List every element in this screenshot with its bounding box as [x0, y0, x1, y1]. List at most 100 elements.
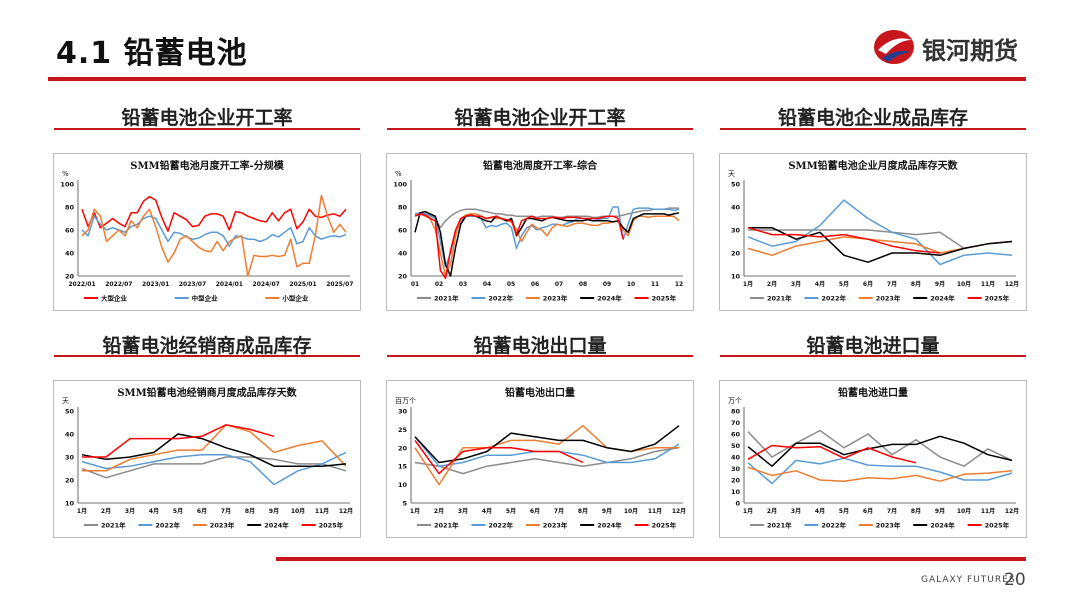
chart-title: 铅蓄电池周度开工率-综合 — [483, 159, 598, 172]
y-tick-label: 30 — [65, 454, 75, 462]
x-tick-label: 8月 — [578, 507, 588, 515]
x-tick-label: 3月 — [791, 507, 801, 515]
y-tick-label: 60 — [65, 227, 75, 235]
x-tick-label: 5月 — [506, 507, 516, 515]
legend-label: 2025年 — [652, 294, 677, 303]
x-tick-label: 7月 — [887, 280, 897, 288]
series-line-2 — [81, 215, 347, 247]
y-tick-label: 50 — [731, 442, 741, 450]
page-number: 20 — [1004, 570, 1026, 590]
x-tick-label: 8月 — [245, 507, 255, 515]
x-tick-label: 5月 — [839, 280, 849, 288]
y-axis-unit: 天 — [62, 397, 69, 405]
section-title-3: 铅蓄电池企业成品库存 — [777, 107, 968, 129]
chart-title: SMM铅蓄电池企业月度成品库存天数 — [788, 159, 958, 172]
y-tick-label: 30 — [731, 465, 741, 473]
y-tick-label: 50 — [65, 408, 75, 416]
x-tick-label: 05 — [507, 281, 515, 288]
series-line-1 — [748, 229, 1013, 250]
series-line-4 — [748, 226, 1013, 263]
series-line-5 — [414, 439, 584, 475]
legend-label: 2024年 — [930, 521, 955, 530]
series-line-3 — [82, 424, 347, 472]
x-tick-label: 5月 — [839, 507, 849, 515]
series-line-1 — [747, 429, 1013, 467]
y-tick-label: 60 — [731, 431, 741, 439]
x-tick-label: 3月 — [791, 280, 801, 288]
x-tick-label: 6月 — [197, 507, 207, 515]
series-line-4 — [747, 435, 1013, 467]
legend-label: 2024年 — [597, 521, 622, 530]
legend-label: 2025年 — [985, 521, 1010, 530]
x-tick-label: 1月 — [410, 507, 420, 515]
section-rule-4 — [54, 355, 360, 357]
series-line-3 — [81, 194, 347, 277]
legend-label: 2022年 — [821, 294, 846, 303]
x-tick-label: 1月 — [743, 507, 753, 515]
legend-label: 大型企业 — [101, 294, 128, 303]
title-divider — [48, 77, 1026, 81]
section-rule-6 — [720, 355, 1026, 357]
x-tick-label: 06 — [531, 281, 539, 288]
chart-title: SMM铅蓄电池经销商月度成品库存天数 — [117, 386, 297, 399]
series-line-5 — [747, 226, 941, 254]
x-tick-label: 03 — [459, 281, 467, 288]
legend-label: 2024年 — [264, 521, 289, 530]
x-tick-label: 2023/07 — [179, 281, 206, 288]
x-tick-label: 2月 — [434, 507, 444, 515]
legend-label: 中型企业 — [192, 294, 219, 303]
legend-label: 2025年 — [985, 294, 1010, 303]
series-line-5 — [82, 424, 275, 458]
chart-title: 铅蓄电池进口量 — [838, 386, 908, 399]
x-tick-label: 3月 — [458, 507, 468, 515]
legend-label: 2021年 — [767, 521, 792, 530]
x-tick-label: 08 — [579, 281, 587, 288]
legend-label: 2023年 — [543, 521, 568, 530]
x-tick-label: 2025/01 — [289, 281, 316, 288]
series-line-5 — [747, 444, 917, 464]
y-axis-unit: % — [62, 170, 69, 178]
section-title-6: 铅蓄电池进口量 — [806, 335, 940, 357]
y-tick-label: 100 — [393, 181, 407, 189]
series-line-1 — [414, 207, 679, 229]
chart-1-operating-rate-by-size: SMM铅蓄电池月度开工率-分规模% 20 40 60 80 100 2022/01 2022/… — [60, 159, 353, 303]
y-tick-label: 20 — [398, 444, 408, 452]
x-tick-label: 8月 — [911, 507, 921, 515]
x-tick-label: 12 — [675, 281, 683, 288]
legend-label: 2022年 — [488, 521, 513, 530]
x-tick-label: 1月 — [77, 507, 87, 515]
y-tick-label: 40 — [398, 250, 408, 258]
x-tick-label: 10月 — [957, 507, 971, 515]
x-tick-label: 04 — [483, 281, 491, 288]
section-rule-3 — [720, 128, 1026, 130]
chart-box-6: 铅蓄电池进口量 万个 0 10 20 30 40 50 60 70 80 1月 2月 3月 4月 5月 6月 7月… — [719, 380, 1027, 538]
x-tick-label: 7月 — [887, 507, 897, 515]
chart-box-4: SMM铅蓄电池经销商月度成品库存天数天 10 20 30 40 50 1月 2月 3月 4月 5月 6… — [53, 380, 361, 538]
x-tick-label: 11月 — [315, 507, 329, 515]
chart-2-weekly-operating-rate: 铅蓄电池周度开工率-综合% 20 40 60 80 100 01 02 03 04 05 06 07 08… — [393, 159, 683, 303]
x-tick-label: 9月 — [269, 507, 279, 515]
y-tick-label: 30 — [398, 408, 408, 416]
legend-label: 2021年 — [101, 521, 126, 530]
x-tick-label: 6月 — [863, 507, 873, 515]
series-line-2 — [81, 451, 347, 486]
section-title-5: 铅蓄电池出口量 — [473, 335, 607, 357]
x-tick-label: 7月 — [221, 507, 231, 515]
series-line-2 — [747, 199, 1013, 266]
legend-label: 2022年 — [488, 294, 513, 303]
x-tick-label: 9月 — [935, 507, 945, 515]
series-line-3 — [414, 213, 680, 277]
footer-divider — [276, 557, 1026, 561]
y-tick-label: 10 — [398, 481, 408, 489]
x-tick-label: 2月 — [767, 507, 777, 515]
y-tick-label: 40 — [65, 431, 75, 439]
company-logo: 银河期货 — [872, 24, 1032, 68]
y-tick-label: 20 — [731, 477, 741, 485]
x-tick-label: 2月 — [101, 507, 111, 515]
x-tick-label: 4月 — [815, 280, 825, 288]
x-tick-label: 1月 — [743, 280, 753, 288]
legend-label: 2022年 — [155, 521, 180, 530]
section-title-2: 铅蓄电池企业开工率 — [454, 107, 626, 129]
